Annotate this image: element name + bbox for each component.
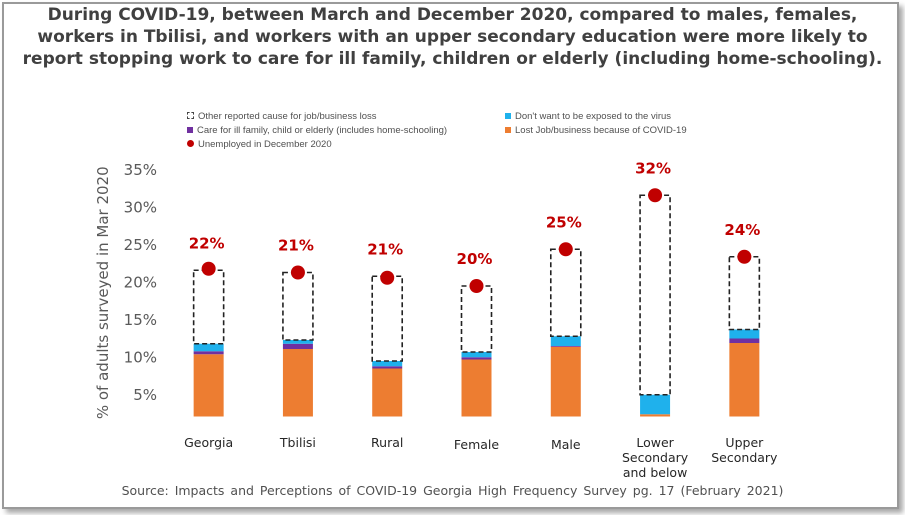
- unemployed-dot: [737, 249, 752, 264]
- unemployed-value-label: 22%: [189, 234, 225, 252]
- bar-segment-care-family: [729, 338, 760, 343]
- y-tick-label: 10%: [124, 349, 157, 367]
- bar-segment-other-cause: [192, 269, 225, 345]
- y-tick-label: 35%: [124, 161, 157, 179]
- legend-label-unemployed: Unemployed in December 2020: [198, 139, 332, 150]
- unemployed-value-label: 32%: [635, 159, 671, 177]
- bar-segment-lost-job: [640, 414, 671, 417]
- x-category-label-line: Georgia: [184, 435, 233, 450]
- unemployed-value-label: 20%: [457, 250, 493, 268]
- bar-segment-other-cause: [460, 285, 493, 353]
- unemployed-dot: [469, 279, 484, 293]
- bar-segment-lost-job: [461, 359, 492, 417]
- y-tick-label: 15%: [124, 311, 157, 329]
- legend-item-care: Care for ill family, child or elderly (i…: [187, 125, 447, 136]
- bar-segment-care-family: [193, 351, 224, 355]
- bar-segment-lost-job: [282, 349, 313, 417]
- x-category-label-line: Female: [454, 437, 500, 452]
- bar-segment-virus-exposure: [372, 361, 403, 367]
- unemployed-value-label: 21%: [367, 240, 403, 258]
- legend-label-care: Care for ill family, child or elderly (i…: [197, 125, 448, 136]
- legend-item-unemployed: Unemployed in December 2020: [187, 139, 332, 150]
- unemployed-value-label: 21%: [278, 237, 314, 255]
- legend-item-lost: Lost Job/business because of COVID-19: [505, 125, 687, 136]
- x-category-label-line: Tbilisi: [279, 435, 316, 450]
- x-category-label-line: Male: [551, 437, 581, 452]
- bar-segment-lost-job: [193, 354, 224, 417]
- bar-segment-virus-exposure: [282, 340, 313, 344]
- x-category-label-line: Rural: [371, 435, 403, 450]
- unemployed-dot: [648, 188, 663, 203]
- bar-segment-care-family: [550, 346, 581, 347]
- legend-item-other: Other reported cause for job/business lo…: [187, 111, 376, 122]
- bar-segment-virus-exposure: [193, 343, 224, 352]
- y-tick-label: 5%: [133, 386, 157, 404]
- x-category-label-line: Secondary: [711, 450, 778, 465]
- bar-segment-lost-job: [729, 343, 760, 417]
- bar-segment-other-cause: [282, 271, 314, 341]
- bar-segment-care-family: [282, 343, 313, 349]
- source-note: Source: Impacts and Perceptions of COVID…: [121, 483, 784, 498]
- bar-segment-other-cause: [549, 248, 582, 338]
- title-line-3: report stopping work to care for ill fam…: [22, 49, 883, 69]
- y-tick-label: 20%: [124, 274, 157, 292]
- legend-label-other: Other reported cause for job/business lo…: [198, 111, 377, 122]
- legend-swatch-unemployed: [187, 140, 194, 147]
- x-category-label: Lower Secondary and below: [622, 435, 689, 480]
- x-category-label-line: Secondary: [622, 450, 689, 465]
- bar-segment-virus-exposure: [550, 336, 581, 346]
- bar-segment-care-family: [372, 366, 403, 369]
- bar-segment-virus-exposure: [461, 352, 492, 358]
- x-category-label: Female: [454, 437, 500, 452]
- legend-swatch-other: [187, 112, 194, 119]
- y-tick-label: 30%: [124, 199, 157, 217]
- bar-segment-other-cause: [371, 275, 404, 362]
- x-category-label: Rural: [371, 435, 403, 450]
- unemployed-value-label: 24%: [724, 221, 760, 239]
- bar-segment-lost-job: [550, 346, 581, 417]
- x-category-label-line: Lower: [636, 435, 674, 450]
- unemployed-dot: [558, 242, 573, 257]
- bar-segment-virus-exposure: [729, 329, 760, 339]
- x-category-label-line: and below: [623, 465, 687, 480]
- x-category-label: Male: [551, 437, 581, 452]
- title-line-1: During COVID-19, between March and Decem…: [47, 5, 858, 25]
- x-category-label: Tbilisi: [279, 435, 316, 450]
- legend-label-virus: Don't want to be exposed to the virus: [515, 111, 672, 122]
- bar-segment-virus-exposure: [640, 394, 671, 415]
- y-axis-label: % of adults surveyed in Mar 2020: [94, 166, 112, 419]
- legend-item-virus: Don't want to be exposed to the virus: [505, 111, 671, 122]
- x-category-label: Upper Secondary: [711, 435, 778, 465]
- x-category-label: Georgia: [184, 435, 233, 450]
- bar-segment-other-cause: [639, 194, 671, 396]
- y-tick-label: 25%: [124, 236, 157, 254]
- legend-swatch-care: [187, 127, 193, 133]
- bar-segment-other-cause: [728, 255, 761, 331]
- legend-swatch-lost: [505, 127, 511, 133]
- bar-segment-lost-job: [372, 368, 403, 417]
- unemployed-dot: [380, 270, 395, 285]
- unemployed-dot: [290, 265, 305, 280]
- title-line-2: workers in Tbilisi, and workers with an …: [37, 27, 868, 47]
- legend-label-lost: Lost Job/business because of COVID-19: [515, 125, 687, 136]
- unemployed-value-label: 25%: [546, 213, 582, 231]
- x-category-label-line: Upper: [725, 435, 764, 450]
- chart-title: During COVID-19, between March and Decem…: [10, 4, 895, 70]
- legend-swatch-virus: [505, 113, 511, 119]
- unemployed-dot: [201, 261, 216, 276]
- bar-segment-care-family: [461, 357, 492, 360]
